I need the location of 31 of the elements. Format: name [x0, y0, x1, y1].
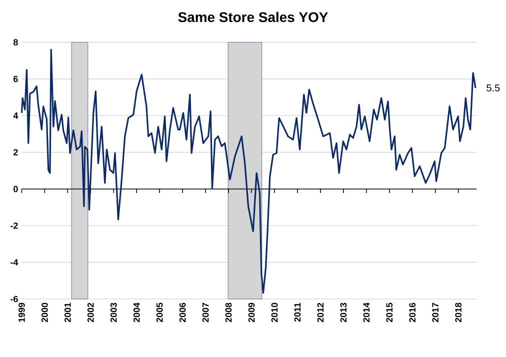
x-tick-label: 2006: [179, 302, 186, 322]
y-tick-label: 4: [13, 112, 18, 119]
x-tick-label: 2008: [225, 302, 232, 322]
x-tick-label: 2013: [340, 302, 347, 322]
x-tick-label: 2003: [110, 302, 117, 322]
x-tick-label: 2011: [294, 302, 301, 322]
x-tick-label: 2014: [363, 302, 370, 322]
line-series: [20, 48, 476, 294]
y-tick-label: 6: [14, 76, 18, 82]
x-tick-label: 2000: [42, 302, 48, 322]
x-tick-label: 1999: [18, 302, 25, 322]
x-tick-label: 2009: [248, 302, 255, 322]
x-tick-label: 2015: [386, 302, 393, 322]
x-tick-label: 2001: [64, 302, 71, 322]
x-tick-label: 2002: [87, 302, 94, 322]
x-tick-label: 2004: [133, 302, 140, 322]
y-tick-label: -2: [10, 222, 18, 229]
y-tick-label: 8: [13, 39, 18, 46]
y-tick-label: -4: [10, 259, 18, 266]
x-tick-label: 2017: [432, 302, 439, 322]
text: 5.5: [486, 84, 500, 92]
x-tick-label: 2005: [156, 302, 163, 322]
y-tick-label: 2: [14, 149, 18, 156]
x-tick-label: 2010: [271, 302, 278, 322]
x-tick-label: 2018: [455, 302, 462, 322]
x-tick-label: 2016: [409, 302, 416, 322]
x-tick-label: 2007: [202, 302, 209, 322]
x-tick-label: 2012: [317, 302, 324, 322]
y-tick-label: 0: [14, 186, 18, 192]
chart-title: Same Store Sales YOY: [178, 12, 328, 22]
y-tick-label: -6: [10, 296, 18, 302]
